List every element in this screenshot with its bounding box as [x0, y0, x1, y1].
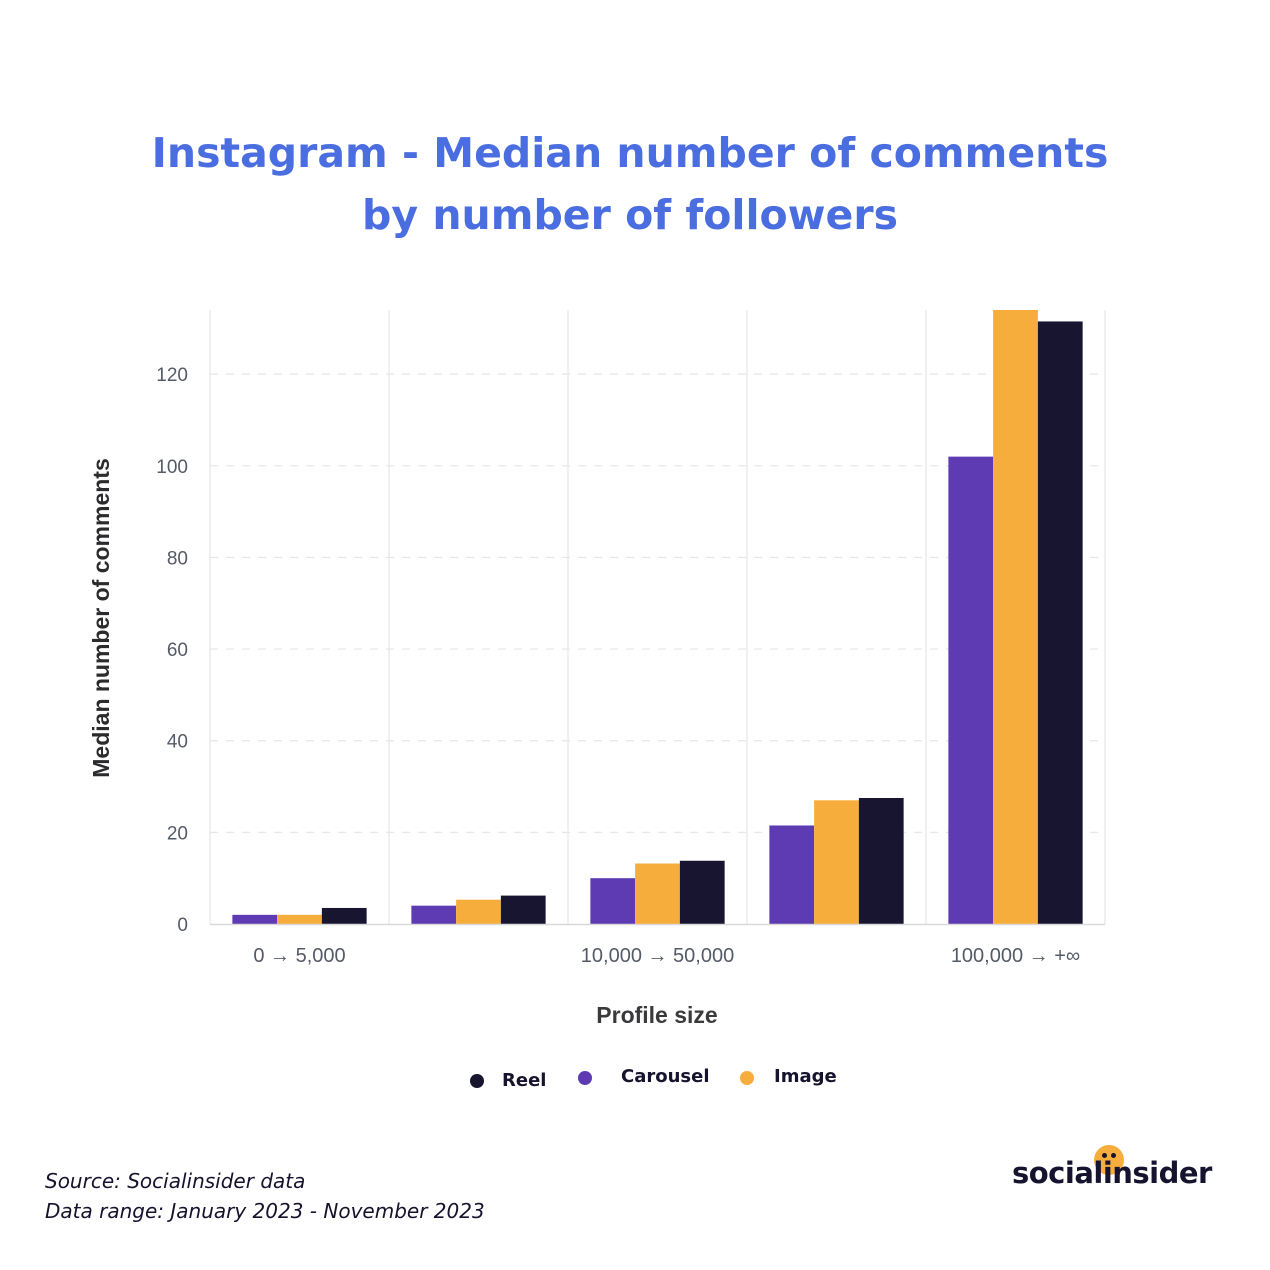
- socialinsider-logo: socialinsider: [1012, 1142, 1227, 1202]
- y-tick-label: 0: [177, 915, 188, 936]
- y-tick-label: 100: [156, 457, 188, 478]
- legend-item-reel[interactable]: Reel: [470, 1070, 546, 1091]
- bar-reel: [500, 895, 546, 924]
- bar-image: [456, 899, 501, 924]
- y-axis-label: Median number of comments: [88, 458, 114, 777]
- bar-carousel: [590, 878, 636, 924]
- bar-carousel: [948, 456, 994, 924]
- data-range-line: Data range: January 2023 - November 2023: [45, 1199, 485, 1223]
- bar-image: [277, 914, 322, 924]
- y-tick-label: 20: [167, 823, 188, 844]
- bar-layer: [232, 310, 1083, 925]
- y-tick-label: 80: [167, 548, 188, 569]
- logo-face-icon: [1094, 1145, 1124, 1175]
- legend-item-image[interactable]: Image: [740, 1066, 837, 1087]
- chart-title-line1: Instagram - Median number of comments: [151, 129, 1109, 177]
- legend-dot-image: [740, 1070, 754, 1085]
- y-tick-label: 40: [167, 732, 188, 753]
- bar-carousel: [232, 914, 278, 924]
- legend-label-image: Image: [774, 1066, 837, 1087]
- bar-carousel: [411, 905, 457, 924]
- bar-carousel: [769, 825, 815, 924]
- logo-text: socialinsider: [1012, 1156, 1212, 1190]
- x-tick-label: 0 → 5,000: [253, 945, 345, 967]
- x-tick-label: 10,000 → 50,000: [581, 945, 734, 967]
- y-tick-label: 60: [167, 640, 188, 661]
- grid-layer: [209, 310, 1106, 924]
- legend-dot-carousel: [578, 1070, 592, 1085]
- tick-layer: 0 20 40 60 80 100 120 0 → 5,000 10,000 → 50,000 1…: [156, 365, 1080, 967]
- legend-label-carousel: Carousel: [621, 1066, 710, 1087]
- source-line: Source: Socialinsider data: [45, 1169, 306, 1193]
- chart-title-line2: by number of followers: [362, 191, 898, 239]
- bar-reel: [858, 797, 904, 924]
- x-tick-label: 100,000 → +∞: [951, 945, 1080, 967]
- legend-dot-reel: [470, 1073, 484, 1088]
- legend-label-reel: Reel: [502, 1070, 547, 1091]
- bar-image: [814, 800, 859, 924]
- bar-chart: 0 20 40 60 80 100 120 0 → 5,000 10,000 → 50,000 1…: [88, 310, 1106, 1028]
- bar-reel: [679, 860, 725, 924]
- y-tick-label: 120: [156, 365, 188, 386]
- chart-title: Instagram - Median number of comments by…: [0, 122, 1260, 246]
- bar-reel: [321, 907, 367, 924]
- bar-image: [993, 310, 1038, 924]
- x-axis-label: Profile size: [596, 1002, 717, 1028]
- source-note: Source: Socialinsider data Data range: J…: [45, 1166, 485, 1226]
- bar-image: [635, 863, 680, 924]
- bar-reel: [1037, 321, 1083, 925]
- chart-legend: Reel Carousel Image: [0, 1066, 1270, 1096]
- legend-item-carousel[interactable]: Carousel: [578, 1066, 710, 1087]
